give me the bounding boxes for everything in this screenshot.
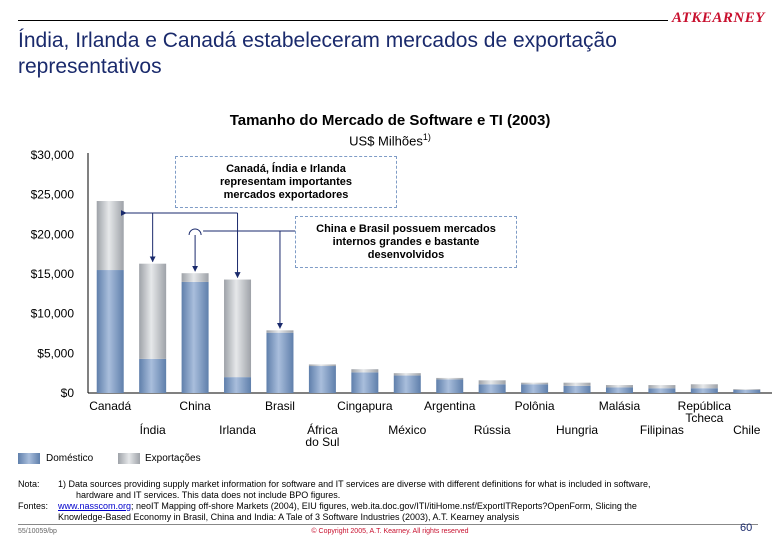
y-tick-label: $0 [61, 386, 75, 400]
x-tick-label: Rússia [474, 423, 511, 437]
nota-label: Nota: [18, 479, 40, 489]
nota-line-1: 1) Data sources providing supply market … [58, 479, 651, 489]
bar-exports [563, 382, 591, 386]
bar-domestic [690, 388, 718, 393]
bar-domestic [563, 385, 591, 393]
x-tick-label: República [678, 399, 732, 413]
chart-unit-footnote: 1) [422, 132, 431, 142]
x-tick-label: Hungria [556, 423, 598, 437]
y-tick-label: $15,000 [31, 267, 75, 281]
chart-unit: US$ Milhões1) [0, 132, 780, 148]
callout-export-markets: Canadá, Índia e Irlanda representam impo… [175, 156, 397, 208]
bar-domestic [224, 377, 252, 393]
page-title-line-1: Índia, Irlanda e Canadá estabeleceram me… [18, 29, 617, 52]
header-rule [18, 20, 668, 21]
bar-exports [733, 389, 761, 390]
x-tick-label: Tcheca [685, 411, 723, 425]
bar-domestic [478, 384, 506, 393]
y-tick-label: $25,000 [31, 188, 75, 202]
fontes-label: Fontes: [18, 501, 49, 511]
bar-exports [478, 380, 506, 385]
chart-title: Tamanho do Mercado de Software e TI (200… [229, 112, 551, 129]
bar-chart: $0 $5,000 $10,000 $15,000 $20,000 $25,000 $30,… [31, 148, 772, 449]
bar-domestic [605, 387, 633, 393]
bar-domestic [521, 384, 549, 393]
x-tick-label: Irlanda [219, 423, 256, 437]
bar-exports [181, 273, 209, 282]
legend-swatch-exports [118, 453, 140, 464]
x-tick-label: Canadá [89, 399, 131, 413]
nasscom-link[interactable]: www.nasscom.org [58, 501, 132, 511]
x-tick-label: Argentina [424, 399, 476, 413]
bar-exports [605, 385, 633, 388]
x-tick-label: África [307, 422, 338, 437]
y-tick-label: $20,000 [31, 227, 75, 241]
legend-swatch-domestic [18, 453, 40, 464]
bar-domestic [393, 375, 421, 393]
legend-label-exports: Exportações [145, 453, 201, 464]
x-tick-label: Cingapura [337, 399, 393, 413]
x-tick-label: do Sul [305, 435, 339, 449]
page-number: 60 [740, 522, 753, 534]
bar-exports [308, 364, 336, 367]
footer-copyright: © Copyright 2005, A.T. Kearney. All righ… [311, 528, 469, 535]
fontes-line-1-rest: ; neoIT Mapping off-shore Markets (2004)… [131, 501, 637, 511]
callout-2-line-1: China e Brasil possuem mercados [316, 223, 496, 235]
callout-2-line-3: desenvolvidos [367, 249, 445, 261]
y-tick-label: $30,000 [31, 148, 75, 162]
footer-doc-id: 55/10059/bp [18, 528, 57, 535]
bar-exports [96, 201, 124, 271]
bar-exports [690, 384, 718, 389]
nota-line-2: hardware and IT services. This data does… [76, 490, 341, 500]
x-tick-label: Índia [140, 422, 166, 437]
callout-1-line-2: representam importantes [219, 176, 353, 188]
x-tick-label: China [179, 399, 211, 413]
y-tick-label: $10,000 [31, 307, 75, 321]
bar-domestic [733, 389, 761, 393]
x-tick-label: Chile [733, 423, 761, 437]
x-tick-label: Malásia [599, 399, 641, 413]
bar-domestic [181, 281, 209, 393]
bar-domestic [266, 332, 294, 393]
page-title: Índia, Irlanda e Canadá estabeleceram me… [18, 28, 758, 80]
bar-exports [266, 330, 294, 333]
callout-1-line-3: mercados exportadores [223, 189, 349, 201]
bar-domestic [648, 388, 676, 393]
bar-exports [436, 377, 464, 380]
bar-domestic [436, 379, 464, 393]
bar-domestic [351, 372, 379, 393]
bar-exports [224, 279, 252, 378]
bar-exports [139, 263, 167, 359]
logo: ATKEARNEY [672, 10, 765, 26]
callout-2-line-2: internos grandes e bastante [332, 236, 480, 248]
chart-unit-label: US$ Milhões [349, 133, 423, 149]
fontes-line-1: www.nasscom.org; neoIT Mapping off-shore… [58, 501, 758, 512]
bar-domestic [139, 358, 167, 393]
fontes-line-2: Knowledge-Based Economy in Brasil, China… [58, 512, 520, 522]
bar-exports [648, 385, 676, 389]
x-tick-label: Brasil [265, 399, 295, 413]
x-tick-label: México [388, 423, 426, 437]
y-tick-label: $5,000 [37, 346, 74, 360]
callout-2-hop [188, 228, 202, 236]
callout-domestic-markets: China e Brasil possuem mercados internos… [295, 216, 517, 268]
bar-domestic [96, 270, 124, 393]
x-tick-label: Polônia [515, 399, 555, 413]
bar-domestic [308, 366, 336, 393]
bar-exports [393, 373, 421, 376]
bar-exports [521, 382, 549, 385]
bar-exports [351, 369, 379, 373]
x-tick-label: Filipinas [640, 423, 684, 437]
page-title-line-2: representativos [18, 55, 162, 78]
footer-rule [18, 524, 758, 525]
legend-label-domestic: Doméstico [46, 453, 94, 464]
callout-1-line-1: Canadá, Índia e Irlanda [226, 163, 346, 175]
